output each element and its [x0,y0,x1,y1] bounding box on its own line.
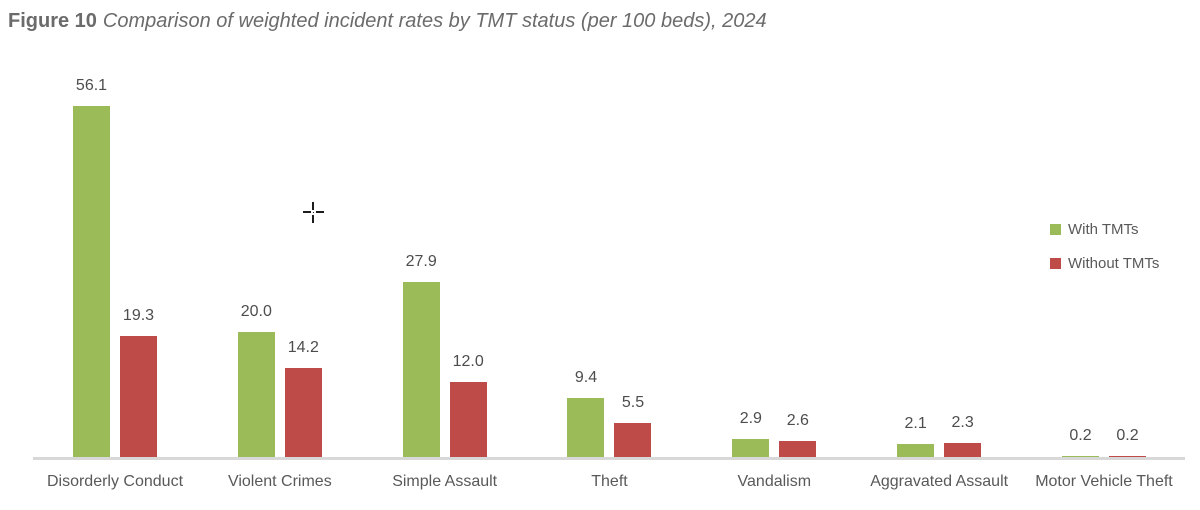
crosshair-center-dot [312,211,314,213]
legend-item-with-tmts: With TMTs [1050,219,1159,239]
value-label-without-tmts-disorderly-conduct: 19.3 [122,307,155,325]
figure-number: Figure 10 [8,10,97,32]
value-label-with-tmts-theft: 9.4 [574,369,598,387]
x-axis-label-vandalism: Vandalism [737,473,812,490]
legend-swatch-icon [1050,223,1061,235]
x-axis-line [33,457,1185,460]
value-label-without-tmts-vandalism: 2.6 [786,411,809,429]
legend: With TMTs Without TMTs [1050,219,1159,287]
x-axis-label-disorderly-conduct: Disorderly Conduct [46,473,184,490]
bar-with-tmts-simple-assault [402,282,440,457]
crosshair-left-segment [303,211,311,213]
value-label-without-tmts-aggravated-assault: 2.3 [951,413,974,431]
bar-with-tmts-vandalism [732,438,770,457]
legend-label: Without TMTs [1068,254,1160,272]
value-label-with-tmts-disorderly-conduct: 56.1 [75,77,108,95]
crosshair-top-segment [312,202,314,210]
bar-without-tmts-simple-assault [449,381,487,457]
value-label-without-tmts-violent-crimes: 14.2 [287,339,319,357]
bar-without-tmts-aggravated-assault [944,442,982,457]
bar-with-tmts-aggravated-assault [897,443,935,457]
crosshair-cursor [301,200,326,225]
value-label-with-tmts-aggravated-assault: 2.1 [904,414,927,432]
value-label-with-tmts-motor-vehicle-theft: 0.2 [1069,426,1092,444]
bar-without-tmts-vandalism [779,440,817,457]
value-label-without-tmts-simple-assault: 12.0 [452,352,484,370]
bar-without-tmts-disorderly-conduct [120,336,157,457]
bar-without-tmts-motor-vehicle-theft [1108,455,1146,457]
x-axis-label-simple-assault: Simple Assault [392,473,498,490]
x-axis-label-theft: Theft [591,473,628,490]
figure-caption: Comparison of weighted incident rates by… [102,10,767,32]
legend-swatch-icon [1050,257,1061,269]
value-label-with-tmts-violent-crimes: 20.0 [240,302,272,320]
bar-with-tmts-motor-vehicle-theft [1061,455,1099,457]
value-label-without-tmts-motor-vehicle-theft: 0.2 [1116,426,1139,444]
x-axis-label-motor-vehicle-theft: Motor Vehicle Theft [1035,473,1173,490]
bar-with-tmts-theft [567,398,605,457]
bar-with-tmts-disorderly-conduct [73,106,110,457]
legend-item-without-tmts: Without TMTs [1050,253,1159,273]
bar-without-tmts-violent-crimes [284,368,322,457]
crosshair-right-segment [316,211,324,213]
x-axis-label-aggravated-assault: Aggravated Assault [870,473,1009,490]
bar-with-tmts-violent-crimes [237,331,275,457]
bar-without-tmts-theft [614,422,652,457]
value-label-with-tmts-vandalism: 2.9 [739,409,762,427]
crosshair-bottom-segment [312,215,314,223]
value-label-with-tmts-simple-assault: 27.9 [405,253,437,271]
value-label-without-tmts-theft: 5.5 [621,393,645,411]
x-axis-label-violent-crimes: Violent Crimes [227,473,332,490]
figure-title: Figure 10 Comparison of weighted incident… [8,10,767,33]
legend-label: With TMTs [1068,220,1139,238]
